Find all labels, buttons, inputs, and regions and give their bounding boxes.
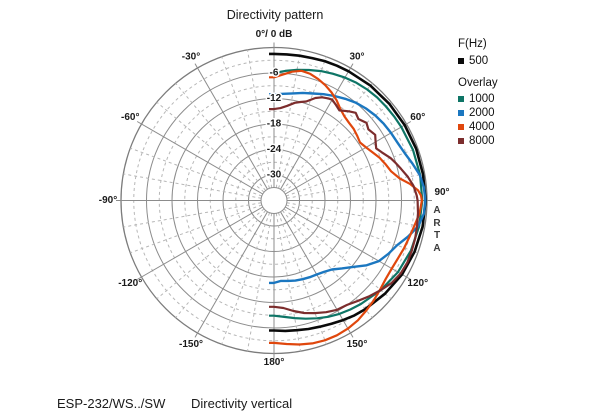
- db-label--18: -18: [267, 119, 282, 130]
- grid-spoke-minor: [130, 204, 262, 254]
- grid-spoke-minor: [123, 202, 262, 228]
- angle-label-0: 0°/ 0 dB: [256, 29, 293, 40]
- legend-swatch: [458, 124, 464, 130]
- watermark-letter: A: [433, 205, 441, 216]
- grid-spoke-minor: [221, 212, 271, 345]
- legend-item-4000: 4000: [458, 120, 498, 134]
- legend-label: 4000: [469, 121, 495, 133]
- legend-item-8000: 8000: [458, 134, 498, 148]
- angle-label--150: -150°: [179, 339, 203, 350]
- grid-spoke-minor: [275, 213, 302, 352]
- angle-label-90: 90°: [434, 187, 449, 198]
- caption-measurement: Directivity vertical: [191, 396, 293, 411]
- angle-label-30: 30°: [349, 51, 364, 62]
- legend-swatch: [458, 138, 464, 144]
- grid-spoke-minor: [277, 212, 327, 345]
- legend-label: 1000: [469, 93, 495, 105]
- angle-label--90: -90°: [99, 195, 117, 206]
- grid-center-hole: [260, 187, 288, 214]
- legend-swatch: [458, 110, 464, 116]
- legend-label: 2000: [469, 107, 495, 119]
- chart-title: Directivity pattern: [226, 8, 324, 22]
- legend-main-items: 500: [458, 54, 498, 68]
- grid-spoke-minor: [130, 147, 262, 197]
- legend-overlay-heading: Overlay: [458, 77, 498, 89]
- angle-label--30: -30°: [182, 51, 200, 62]
- grid-spoke-minor: [221, 56, 271, 189]
- angle-label--60: -60°: [121, 112, 139, 123]
- legend-label: 500: [469, 55, 489, 67]
- db-label--12: -12: [267, 93, 282, 104]
- grid-spoke-minor: [246, 213, 273, 352]
- grid-spoke-major: [136, 206, 263, 280]
- db-label--24: -24: [267, 144, 282, 155]
- series-2000: [269, 91, 427, 285]
- legend-overlay-items: 1000 2000 4000 8000: [458, 92, 498, 148]
- grid-spoke-minor: [175, 210, 267, 319]
- caption: ESP-232/WS../SW Directivity vertical: [57, 396, 292, 411]
- series-4000: [269, 69, 423, 346]
- grid-spoke-minor: [246, 49, 273, 188]
- caption-model: ESP-232/WS../SW: [57, 396, 166, 411]
- legend-swatch: [458, 96, 464, 102]
- legend-freq-heading: F(Hz): [458, 38, 487, 50]
- grid-spoke-minor: [281, 82, 373, 191]
- grid-spoke-minor: [156, 101, 265, 193]
- legend-item-500: 500: [458, 54, 498, 68]
- angle-label-150: 150°: [347, 339, 368, 350]
- grid-spoke-minor: [286, 202, 425, 228]
- grid-spoke-major: [280, 63, 354, 190]
- legend-item-1000: 1000: [458, 92, 498, 106]
- watermark-letter: T: [433, 230, 441, 241]
- angle-label-60: 60°: [410, 112, 425, 123]
- db-label--6: -6: [270, 68, 279, 79]
- legend: F(Hz) 500 Overlay 1000 2000 4000 8000: [458, 38, 498, 148]
- angle-label-180: 180°: [264, 357, 285, 368]
- grid-spoke-minor: [286, 147, 418, 197]
- series-8000: [269, 96, 420, 315]
- grid-spoke-major: [194, 63, 268, 190]
- grid-spoke-minor: [123, 173, 262, 199]
- db-label--30: -30: [267, 170, 282, 181]
- grid-spoke-minor: [175, 82, 267, 191]
- grid-spoke-major: [285, 206, 412, 280]
- grid-spoke-major: [194, 211, 268, 338]
- angle-label-120: 120°: [407, 278, 428, 289]
- legend-item-2000: 2000: [458, 106, 498, 120]
- watermark-letter: R: [433, 217, 441, 229]
- legend-swatch: [458, 58, 464, 64]
- grid-spoke-minor: [283, 101, 392, 193]
- grid-spoke-minor: [286, 173, 425, 199]
- legend-label: 8000: [469, 135, 495, 147]
- grid-spoke-minor: [281, 210, 373, 319]
- grid-spoke-minor: [283, 208, 392, 300]
- angle-label--120: -120°: [118, 278, 142, 289]
- grid-spoke-major: [285, 121, 412, 195]
- series-500: [269, 52, 428, 333]
- watermark-letter: A: [433, 242, 441, 254]
- grid-spoke-major: [136, 121, 263, 195]
- grid-spoke-minor: [156, 208, 265, 300]
- grid-spoke-minor: [275, 49, 302, 188]
